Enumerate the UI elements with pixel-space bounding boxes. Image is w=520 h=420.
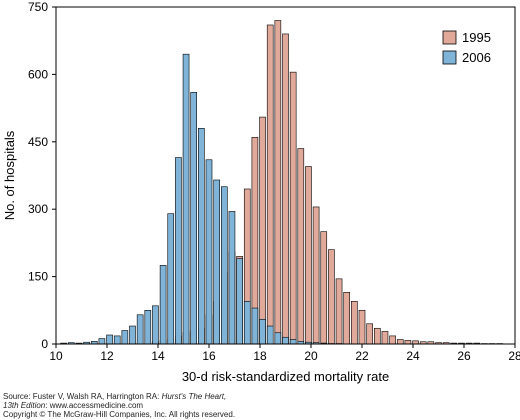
bar-1995 [390, 336, 396, 344]
bar-2006 [122, 331, 128, 344]
bar-1995 [405, 340, 411, 344]
x-tick-label: 24 [406, 349, 420, 363]
bar-2006 [267, 326, 273, 344]
x-tick-label: 14 [151, 349, 165, 363]
bar-1995 [351, 301, 357, 344]
bar-1995 [359, 310, 365, 344]
bar-1995 [321, 232, 327, 344]
bar-1995 [344, 292, 350, 344]
bar-1995 [367, 324, 373, 344]
y-tick-label: 300 [28, 202, 48, 216]
bar-2006 [114, 336, 120, 344]
x-tick-label: 20 [304, 349, 318, 363]
bar-2006 [137, 315, 143, 344]
bar-2006 [244, 301, 250, 344]
y-tick-label: 150 [28, 270, 48, 284]
bar-1995 [382, 331, 388, 344]
bar-1995 [305, 167, 311, 344]
bar-1995 [336, 279, 342, 344]
x-tick-label: 12 [100, 349, 114, 363]
bar-1995 [290, 72, 296, 344]
bar-2006 [237, 259, 243, 344]
bar-1995 [275, 20, 281, 344]
histogram-chart: 10 12 14 16 18 20 22 24 26 28 0 150 300 450 600 750 199… [0, 0, 520, 392]
y-tick-label: 750 [28, 0, 48, 14]
bar-1995 [267, 25, 273, 344]
bar-1995 [328, 250, 334, 344]
x-tick-label: 18 [253, 349, 267, 363]
source-title: Hurst's The Heart, [162, 392, 227, 401]
bar-1995 [397, 340, 403, 344]
bar-2006 [152, 306, 158, 344]
x-tick-label: 28 [508, 349, 520, 363]
bar-2006 [252, 308, 258, 344]
source-suffix: : www.accessmedicine.com [45, 401, 143, 410]
bar-2006 [206, 160, 212, 344]
bar-2006 [107, 335, 113, 344]
y-tick-label: 0 [41, 337, 48, 351]
bar-2006 [290, 340, 296, 344]
x-tick-label: 10 [49, 349, 63, 363]
legend-swatch-2006 [443, 51, 456, 64]
legend-label-2006: 2006 [462, 50, 491, 65]
bar-1995 [260, 117, 266, 344]
x-tick-label: 22 [355, 349, 369, 363]
legend-swatch-1995 [443, 31, 456, 44]
bar-2006 [191, 92, 197, 344]
bar-2006 [168, 214, 174, 344]
source-edition: 13th Edition [3, 401, 45, 410]
x-tick-label: 26 [457, 349, 471, 363]
bar-2006 [214, 180, 220, 344]
series-1995-bars [76, 20, 503, 344]
bar-2006 [99, 339, 105, 344]
y-axis-label: No. of hospitals [2, 130, 17, 220]
bar-2006 [260, 319, 266, 344]
bar-2006 [183, 54, 189, 344]
x-axis-label: 30-d risk-standardized mortality rate [182, 369, 389, 384]
x-tick-label: 16 [202, 349, 216, 363]
bar-2006 [160, 265, 166, 344]
bar-1995 [283, 34, 289, 344]
legend: 1995 2006 [443, 30, 491, 65]
bar-1995 [313, 207, 319, 344]
bar-2006 [145, 310, 151, 344]
bar-2006 [175, 158, 181, 344]
y-tick-label: 450 [28, 135, 48, 149]
bar-2006 [283, 337, 289, 344]
bar-2006 [130, 326, 136, 344]
legend-label-1995: 1995 [462, 30, 491, 45]
bar-2006 [221, 187, 227, 344]
y-tick-label: 600 [28, 67, 48, 81]
source-prefix: Source: Fuster V, Walsh RA, Harrington R… [3, 392, 162, 401]
bar-1995 [298, 149, 304, 344]
bar-2006 [275, 333, 281, 344]
bar-2006 [198, 128, 204, 344]
bar-1995 [374, 328, 380, 344]
bar-2006 [229, 211, 235, 344]
